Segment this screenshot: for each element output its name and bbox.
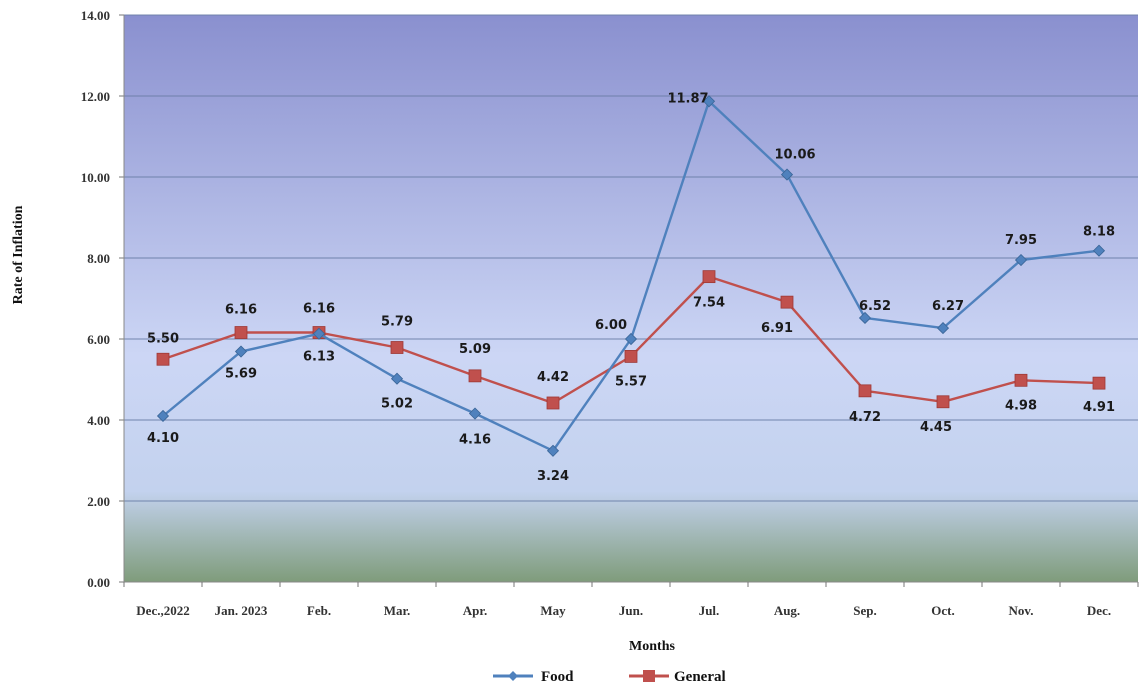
data-label-food: 6.13 [303, 350, 335, 365]
data-label-food: 5.02 [381, 397, 413, 412]
x-tick-label: Mar. [384, 603, 411, 618]
x-tick-label: Jul. [699, 603, 720, 618]
data-point-general[interactable] [781, 296, 793, 308]
data-point-general[interactable] [937, 396, 949, 408]
y-tick-label: 12.00 [81, 89, 110, 104]
data-label-food: 6.52 [859, 299, 891, 314]
data-label-general: 6.16 [225, 303, 257, 318]
y-tick-label: 0.00 [87, 575, 110, 590]
y-tick-label: 6.00 [87, 332, 110, 347]
legend-label-food: Food [541, 669, 574, 685]
data-point-general[interactable] [703, 271, 715, 283]
data-point-general[interactable] [235, 327, 247, 339]
data-label-general: 4.98 [1005, 398, 1037, 413]
x-tick-label: Jun. [619, 603, 643, 618]
x-tick-labels: Dec.,2022 Jan. 2023 Feb. Mar. Apr. May Jun. Jul… [136, 603, 1111, 618]
data-label-general: 6.91 [761, 321, 793, 336]
data-label-food: 6.00 [595, 318, 627, 333]
data-point-general[interactable] [1093, 377, 1105, 389]
data-label-food: 4.10 [147, 431, 179, 446]
x-tick-label: Dec.,2022 [136, 603, 189, 618]
y-tick-label: 4.00 [87, 413, 110, 428]
data-label-general: 5.79 [381, 315, 413, 330]
legend-item-food[interactable]: Food [493, 669, 574, 685]
data-point-general[interactable] [547, 397, 559, 409]
y-tick-labels: 0.00 2.00 4.00 6.00 8.00 10.00 12.00 14.00 [81, 8, 110, 590]
data-label-food: 8.18 [1083, 225, 1115, 240]
data-point-general[interactable] [625, 350, 637, 362]
x-tick-label: Feb. [307, 603, 331, 618]
data-label-food: 11.87 [667, 91, 708, 106]
data-label-food: 5.69 [225, 367, 257, 382]
x-tick-label: May [540, 603, 566, 618]
x-tick-label: Apr. [463, 603, 487, 618]
x-tick-label: Oct. [931, 603, 954, 618]
data-label-general: 4.45 [920, 420, 952, 435]
legend-marker-general [643, 670, 655, 682]
y-tick-label: 14.00 [81, 8, 110, 23]
data-point-general[interactable] [1015, 374, 1027, 386]
data-label-general: 5.57 [615, 374, 647, 389]
data-label-general: 4.72 [849, 410, 881, 425]
x-axis-title: Months [629, 639, 675, 654]
data-label-food: 10.06 [774, 148, 815, 163]
data-label-food: 4.16 [459, 433, 491, 448]
y-tick-label: 8.00 [87, 251, 110, 266]
data-label-general: 5.50 [147, 331, 179, 346]
data-label-food: 7.95 [1005, 233, 1037, 248]
x-tick-label: Sep. [853, 603, 876, 618]
x-tick-label: Nov. [1009, 603, 1034, 618]
data-label-general: 7.54 [693, 296, 725, 311]
x-tick-label: Jan. 2023 [215, 603, 268, 618]
y-axis-title: Rate of Inflation [11, 205, 26, 304]
data-point-general[interactable] [859, 385, 871, 397]
data-label-general: 6.16 [303, 302, 335, 317]
data-point-general[interactable] [157, 353, 169, 365]
y-tick-label: 10.00 [81, 170, 110, 185]
data-label-general: 4.91 [1083, 400, 1115, 415]
legend-item-general[interactable]: General [629, 669, 726, 685]
x-tick-label: Aug. [774, 603, 800, 618]
data-label-food: 6.27 [932, 299, 964, 314]
data-label-general: 5.09 [459, 342, 491, 357]
data-point-general[interactable] [469, 370, 481, 382]
data-label-general: 4.42 [537, 370, 569, 385]
data-label-food: 3.24 [537, 469, 569, 484]
legend: Food General [493, 669, 726, 685]
y-tick-label: 2.00 [87, 494, 110, 509]
legend-label-general: General [674, 669, 726, 685]
x-tick-label: Dec. [1087, 603, 1111, 618]
data-point-general[interactable] [391, 342, 403, 354]
plot-area [124, 15, 1138, 582]
legend-marker-food [508, 671, 518, 681]
